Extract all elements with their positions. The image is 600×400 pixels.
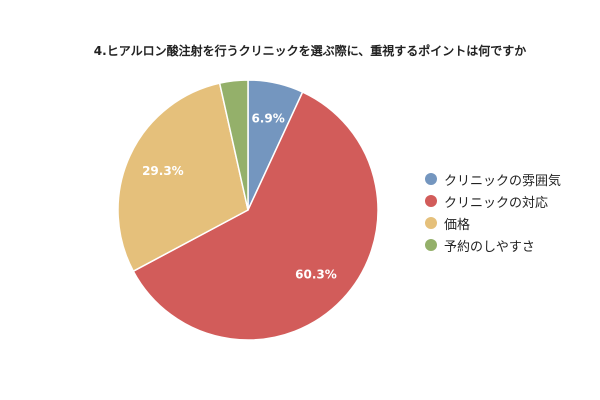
- chart-title: 4.ヒアルロン酸注射を行うクリニックを選ぶ際に、重視するポイントは何ですか: [93, 44, 527, 58]
- legend-label: クリニックの対応: [444, 195, 549, 211]
- slice-value-label-1: 60.3%: [295, 267, 337, 281]
- legend-item: 価格: [425, 212, 561, 234]
- legend-item: 予約のしやすさ: [425, 234, 561, 256]
- legend-item: クリニックの雰囲気: [425, 168, 561, 190]
- slice-value-label-2: 29.3%: [142, 164, 184, 178]
- legend-color-dot: [425, 217, 437, 229]
- legend-label: クリニックの雰囲気: [444, 173, 562, 189]
- legend: クリニックの雰囲気 クリニックの対応 価格予約のしやすさ: [425, 168, 561, 256]
- legend-label: 価格: [444, 217, 471, 233]
- legend-label: 予約のしやすさ: [444, 239, 535, 255]
- legend-color-dot: [425, 173, 437, 185]
- legend-color-dot: [425, 239, 437, 251]
- pie-slice-3: [218, 79, 249, 211]
- pie-slice-1: [132, 91, 379, 341]
- legend-item: クリニックの対応: [425, 190, 561, 212]
- slice-value-label-0: 6.9%: [251, 112, 284, 126]
- pie-slice-2: [117, 82, 249, 273]
- legend-color-dot: [425, 195, 437, 207]
